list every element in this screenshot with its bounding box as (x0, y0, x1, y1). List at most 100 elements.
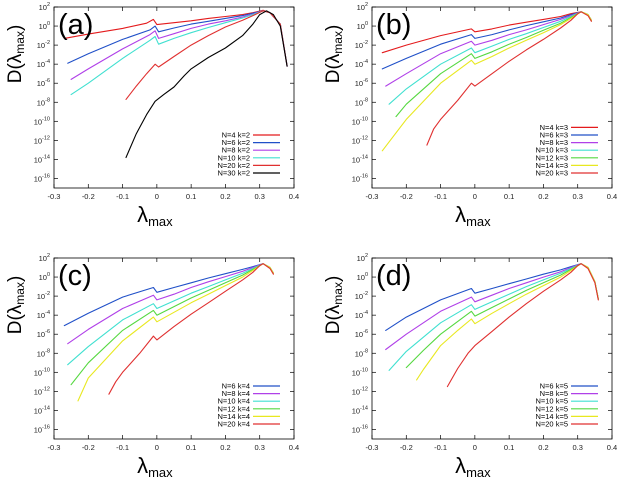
x-axis-title: λmax (455, 202, 491, 229)
y-tick-exponent: -4 (45, 310, 50, 316)
y-axis-title-main: D(λ (5, 53, 26, 83)
x-tick-label: 0.4 (607, 192, 617, 201)
y-tick-label: 10-14 (352, 154, 368, 164)
y-axis-title-close: ) (323, 276, 344, 282)
x-tick-label: -0.1 (434, 192, 447, 201)
x-tick-label: 0.2 (220, 443, 230, 452)
series-line-n-20-k-2 (125, 10, 288, 100)
y-tick-base: 10 (37, 292, 45, 301)
x-tick-label: -0.2 (82, 443, 95, 452)
y-tick-base: 10 (357, 254, 365, 263)
y-tick-label: 10-4 (355, 59, 368, 69)
y-axis-title: D(λmax) (323, 276, 345, 335)
y-tick-base: 10 (355, 292, 363, 301)
x-tick-label: 0 (155, 443, 159, 452)
y-tick-exponent: -14 (42, 154, 50, 160)
y-tick-exponent: 0 (365, 21, 368, 27)
y-tick-label: 10-12 (352, 135, 368, 145)
y-tick-exponent: -4 (45, 59, 50, 65)
x-tick-label: -0.2 (400, 192, 413, 201)
y-tick-exponent: -6 (363, 78, 368, 84)
y-axis-title-main: D(λ (323, 53, 344, 83)
x-tick-label: 0.3 (254, 192, 264, 201)
y-tick-exponent: 2 (47, 253, 50, 259)
x-tick-label: -0.1 (116, 192, 129, 201)
y-tick-base: 10 (39, 273, 47, 282)
y-tick-label: 100 (357, 21, 368, 31)
y-tick-exponent: -14 (42, 405, 50, 411)
legend-label: N=20 k=4 (217, 420, 250, 429)
y-tick-base: 10 (355, 330, 363, 339)
y-tick-label: 102 (357, 253, 368, 263)
y-tick-base: 10 (37, 311, 45, 320)
series-line-n-10-k-3 (388, 11, 592, 105)
y-tick-label: 102 (357, 2, 368, 12)
y-tick-exponent: 2 (365, 2, 368, 8)
y-tick-exponent: -12 (42, 135, 50, 141)
plot-frame (53, 6, 295, 189)
plot-frame (371, 257, 613, 440)
x-tick-label: 0.4 (289, 443, 299, 452)
y-tick-exponent: -2 (45, 291, 50, 297)
y-axis-title-sub: max (13, 31, 27, 54)
y-axis-title-close: ) (323, 25, 344, 31)
y-tick-label: 10-12 (352, 386, 368, 396)
x-tick-label: 0.4 (289, 192, 299, 201)
y-tick-label: 10-16 (34, 424, 50, 434)
y-tick-base: 10 (37, 60, 45, 69)
y-tick-exponent: -8 (45, 97, 50, 103)
x-axis-title-sub: max (466, 465, 491, 477)
x-axis-title-sub: max (148, 465, 173, 477)
y-tick-base: 10 (34, 387, 42, 396)
y-tick-label: 10-8 (355, 348, 368, 358)
x-tick-label: -0.3 (48, 192, 61, 201)
x-tick-label: -0.1 (434, 443, 447, 452)
y-tick-exponent: -14 (360, 154, 368, 160)
legend-label: N=8 k=4 (222, 389, 250, 398)
y-tick-label: 10-6 (355, 78, 368, 88)
series-line-n-30-k-2 (125, 10, 288, 159)
y-tick-label: 10-16 (352, 173, 368, 183)
x-axis-title: λmax (137, 202, 173, 229)
y-tick-exponent: -16 (42, 424, 50, 430)
legend-label: N=8 k=3 (540, 138, 568, 147)
plot-frame (53, 257, 295, 440)
x-tick-label: 0.4 (607, 443, 617, 452)
y-tick-exponent: -6 (45, 329, 50, 335)
y-tick-exponent: -2 (363, 40, 368, 46)
y-axis-title-sub: max (13, 282, 27, 305)
x-tick-label: -0.3 (366, 192, 379, 201)
y-tick-exponent: 0 (365, 272, 368, 278)
y-tick-base: 10 (357, 3, 365, 12)
legend-label: N=20 k=5 (535, 420, 568, 429)
y-tick-base: 10 (352, 117, 360, 126)
y-tick-exponent: -12 (360, 135, 368, 141)
y-tick-base: 10 (39, 22, 47, 31)
y-tick-base: 10 (352, 425, 360, 434)
y-axis-title-close: ) (5, 276, 26, 282)
series-line-n-6-k-2 (67, 10, 288, 67)
x-axis-title: λmax (455, 453, 491, 477)
y-tick-label: 102 (39, 253, 50, 263)
y-tick-label: 10-2 (355, 40, 368, 50)
y-axis-title: D(λmax) (5, 25, 27, 84)
x-tick-label: 0 (473, 192, 477, 201)
panel-d: -0.3 -0.2 -0.1 0 0.1 0.2 0.3 0.410210010-210-41… (323, 253, 617, 477)
legend-label: N=12 k=5 (535, 404, 568, 413)
y-tick-exponent: -10 (360, 116, 368, 122)
x-tick-label: -0.3 (366, 443, 379, 452)
x-tick-label: 0.1 (186, 192, 196, 201)
y-tick-base: 10 (355, 79, 363, 88)
y-tick-label: 10-8 (37, 348, 50, 358)
legend-label: N=14 k=5 (535, 412, 568, 421)
x-tick-label: 0.3 (572, 443, 582, 452)
x-axis-title-main: λ (455, 202, 466, 227)
legend-label: N=30 k=2 (217, 169, 250, 178)
y-tick-exponent: -10 (360, 367, 368, 373)
y-tick-label: 10-2 (37, 291, 50, 301)
y-tick-label: 10-4 (355, 310, 368, 320)
y-tick-base: 10 (355, 349, 363, 358)
y-tick-exponent: -2 (45, 40, 50, 46)
y-tick-exponent: 0 (47, 21, 50, 27)
y-tick-label: 10-8 (37, 97, 50, 107)
